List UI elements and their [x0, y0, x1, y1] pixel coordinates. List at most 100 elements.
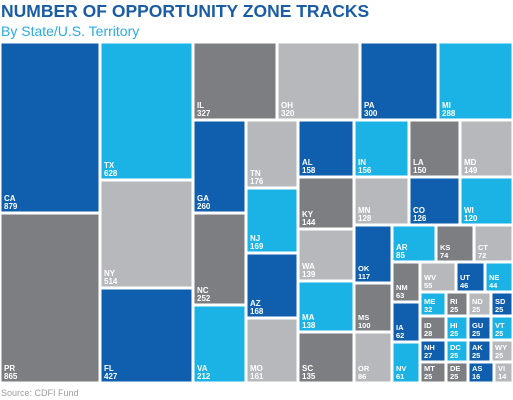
tile-value: 252	[197, 294, 211, 303]
tile	[193, 120, 246, 213]
tile-value: 16	[472, 372, 480, 381]
tile	[0, 42, 100, 213]
tile-value: 169	[250, 242, 264, 251]
tile-name: WY	[495, 343, 507, 352]
tile-name: NV	[396, 364, 406, 373]
tile	[246, 253, 298, 318]
tile-name: NY	[104, 269, 116, 278]
tile-value: 156	[358, 166, 372, 175]
tile-name: ID	[424, 321, 432, 330]
tile	[468, 362, 494, 383]
tile-name: MO	[250, 364, 263, 373]
tile-value: 865	[4, 372, 18, 381]
tile-value: 150	[413, 166, 427, 175]
tile-name: GA	[197, 194, 209, 203]
tile	[193, 42, 277, 120]
tile	[392, 225, 436, 262]
tile-name: TN	[250, 169, 261, 178]
tile	[354, 283, 392, 332]
tile-value: 149	[464, 166, 478, 175]
tile	[468, 316, 491, 340]
tile-value: 44	[489, 281, 498, 290]
tile	[420, 316, 446, 340]
tile	[298, 120, 354, 177]
tile-name: SD	[495, 297, 506, 306]
tile	[485, 262, 513, 292]
tile	[460, 120, 513, 177]
tile-name: AK	[472, 343, 483, 352]
tile	[246, 318, 298, 383]
tile	[420, 292, 446, 316]
tile	[193, 305, 246, 383]
tile	[277, 42, 360, 120]
tile-name: CO	[413, 206, 425, 215]
tile-value: 25	[424, 372, 432, 381]
tile-name: ND	[472, 297, 483, 306]
tile-value: 28	[424, 329, 432, 338]
tile-value: 168	[250, 307, 264, 316]
tile-value: 117	[358, 272, 370, 281]
tile-value: 25	[450, 351, 458, 360]
tile-value: 55	[424, 281, 432, 290]
tile	[354, 332, 392, 383]
chart-subtitle: By State/U.S. Territory	[1, 23, 139, 39]
tile-value: 62	[396, 331, 404, 340]
tile-name: CA	[4, 194, 16, 203]
tile	[409, 120, 460, 177]
tile-value: 135	[302, 372, 316, 381]
tile-name: AL	[302, 158, 313, 167]
tile	[392, 302, 420, 342]
tile-value: 32	[424, 305, 432, 314]
tile-value: 161	[250, 372, 264, 381]
tile	[100, 288, 193, 383]
tile	[246, 188, 298, 253]
tile-name: VA	[197, 364, 208, 373]
tile-name: WA	[302, 262, 315, 271]
tile	[446, 362, 468, 383]
tile-name: NJ	[250, 234, 260, 243]
tile-value: 120	[464, 214, 478, 223]
tile-name: WV	[424, 273, 436, 282]
tile	[420, 340, 446, 362]
tile	[100, 42, 193, 180]
tile	[360, 42, 438, 120]
tile-name: MS	[358, 313, 369, 322]
tile-name: DC	[450, 343, 461, 352]
tile-value: 879	[4, 202, 18, 211]
tile-name: AS	[472, 364, 482, 373]
tile-name: CT	[478, 243, 488, 252]
tile-value: 25	[495, 351, 503, 360]
tile	[494, 362, 513, 383]
tile-name: DE	[450, 364, 460, 373]
tile-name: OH	[281, 101, 293, 110]
tile-value: 25	[450, 329, 458, 338]
tile-name: UT	[460, 273, 470, 282]
tile-name: RI	[450, 297, 458, 306]
tile-value: 63	[396, 291, 404, 300]
tile	[298, 281, 354, 332]
tile	[491, 340, 513, 362]
tile-value: 46	[460, 281, 468, 290]
tile-name: AR	[396, 243, 408, 252]
tile-value: 86	[358, 372, 366, 381]
tile	[446, 292, 468, 316]
tile-value: 25	[472, 305, 480, 314]
tile	[456, 262, 485, 292]
tile-value: 100	[358, 321, 371, 330]
tile	[354, 225, 392, 283]
tile-name: VT	[495, 321, 505, 330]
tile-value: 85	[396, 251, 405, 260]
tile-value: 14	[498, 372, 507, 381]
tile	[446, 316, 468, 340]
tile-name: TX	[104, 161, 115, 170]
tile-value: 25	[495, 305, 503, 314]
tile	[246, 120, 298, 188]
tile-value: 288	[442, 109, 456, 118]
tile	[468, 292, 491, 316]
tile-name: MD	[464, 158, 477, 167]
tile	[474, 225, 513, 262]
tile-value: 61	[396, 372, 404, 381]
tile	[436, 225, 474, 262]
tile-value: 25	[495, 329, 503, 338]
